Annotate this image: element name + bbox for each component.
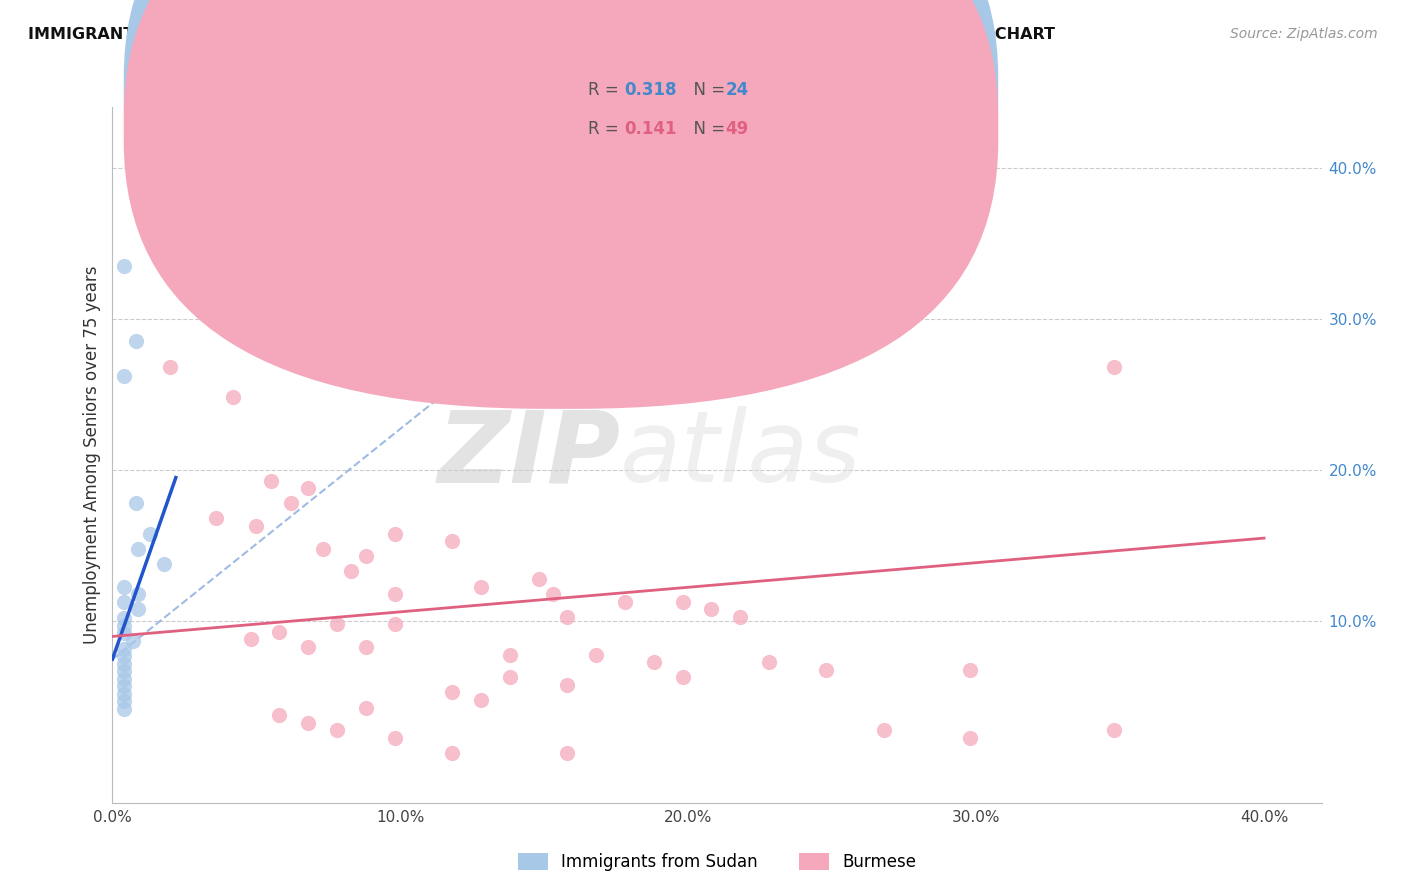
Point [112,369,135,384]
Text: 0.318: 0.318 [624,81,676,99]
Point [340,565,363,579]
Point [671,594,693,608]
Point [815,663,838,677]
Point [112,619,135,633]
Point [112,641,135,656]
Point [112,687,135,701]
Point [159,360,181,375]
Point [112,649,135,664]
Point [613,594,636,608]
Point [112,679,135,693]
Point [873,723,896,738]
Point [384,731,406,745]
Text: R =: R = [588,120,624,137]
Point [499,648,522,662]
Point [205,511,228,525]
Point [728,609,751,624]
Point [585,648,607,662]
Text: atlas: atlas [620,407,862,503]
Point [127,587,149,601]
Point [112,626,135,640]
Text: Source: ZipAtlas.com: Source: ZipAtlas.com [1230,27,1378,41]
Point [527,572,550,586]
Point [311,541,333,556]
Text: IMMIGRANTS FROM SUDAN VS BURMESE UNEMPLOYMENT AMONG SENIORS OVER 75 YEARS CORREL: IMMIGRANTS FROM SUDAN VS BURMESE UNEMPLO… [28,27,1054,42]
Point [269,624,291,639]
Point [384,526,406,541]
Point [280,496,302,510]
Point [758,655,780,669]
Point [127,602,149,616]
Point [470,580,492,594]
Point [112,611,135,625]
Point [441,685,464,699]
Point [222,391,245,405]
Point [260,474,283,488]
Point [297,481,319,495]
Point [557,609,579,624]
Point [354,640,377,654]
Point [112,664,135,678]
Point [269,708,291,723]
Point [671,670,693,684]
Point [127,541,149,556]
Text: 49: 49 [725,120,749,137]
Point [326,723,349,738]
Point [541,587,564,601]
Point [1104,723,1126,738]
Point [354,700,377,714]
Text: R =: R = [588,81,624,99]
Point [384,587,406,601]
Point [245,519,267,533]
Point [1104,360,1126,375]
Point [153,557,176,571]
Point [499,670,522,684]
Point [124,496,146,510]
Point [297,640,319,654]
Point [112,259,135,273]
Text: 24: 24 [725,81,749,99]
Point [470,693,492,707]
Point [112,702,135,716]
Text: N =: N = [683,81,731,99]
Point [959,731,981,745]
Point [112,657,135,671]
Point [557,746,579,760]
Point [297,715,319,730]
Text: N =: N = [683,120,731,137]
Point [326,617,349,632]
Point [112,580,135,594]
Point [112,694,135,708]
Point [112,672,135,686]
Point [700,602,723,616]
Text: 0.141: 0.141 [624,120,676,137]
Text: ZIP: ZIP [437,407,620,503]
Point [643,655,665,669]
Legend: Immigrants from Sudan, Burmese: Immigrants from Sudan, Burmese [510,847,924,878]
Point [441,534,464,549]
Point [239,632,262,647]
Point [112,594,135,608]
Point [139,526,162,541]
Point [384,617,406,632]
Point [354,549,377,564]
Point [441,746,464,760]
Point [124,334,146,349]
Point [557,678,579,692]
Point [121,634,143,648]
Point [959,663,981,677]
Y-axis label: Unemployment Among Seniors over 75 years: Unemployment Among Seniors over 75 years [83,266,101,644]
